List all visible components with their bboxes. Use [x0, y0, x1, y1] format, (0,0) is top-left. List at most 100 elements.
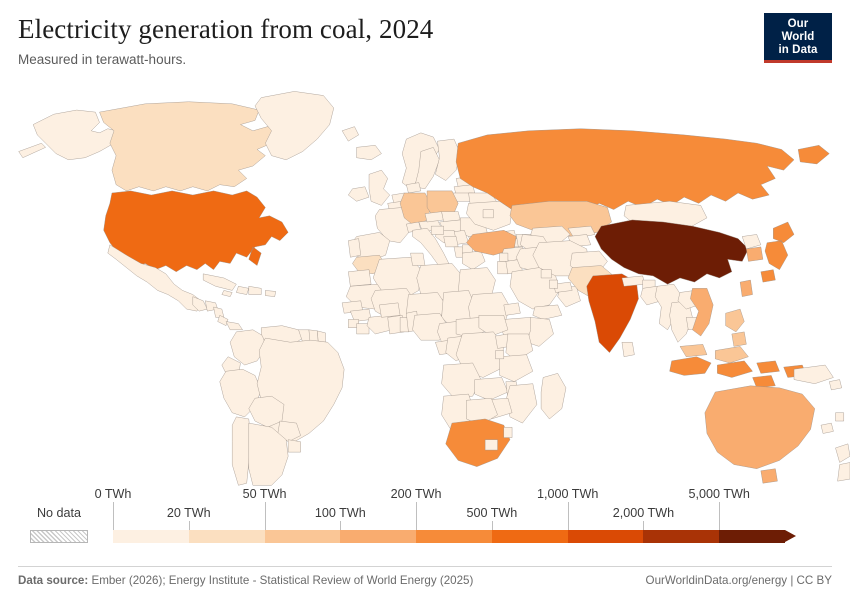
legend-tick-500 — [491, 521, 493, 530]
country-panama[interactable]: Panama — [225, 321, 243, 331]
country-bosnia-and-herzegovina[interactable]: Bosnia and Herzegovina — [443, 236, 459, 248]
country-finland[interactable]: Finland — [435, 138, 461, 181]
legend-label-0: 0 TWh — [94, 487, 132, 501]
chart-header: Electricity generation from coal, 2024 M… — [0, 0, 850, 68]
legend-bin-1000[interactable] — [567, 530, 644, 543]
country-zambia[interactable]: Zambia — [474, 377, 509, 401]
country-papua-new-guinea[interactable]: Papua New Guinea — [793, 364, 834, 384]
world-map-svg[interactable]: AlaskaCanadaGreenlandUnited StatesMexico… — [0, 68, 850, 488]
country-liberia[interactable]: Liberia — [356, 323, 370, 335]
legend-overflow-arrow — [785, 530, 796, 542]
country-united-kingdom[interactable]: United Kingdom — [368, 170, 390, 206]
country-jamaica[interactable]: Jamaica — [221, 290, 233, 297]
country-paraguay[interactable]: Paraguay — [277, 420, 301, 443]
country-united-arab-emirates[interactable]: United Arab Emirates — [553, 281, 573, 293]
country-malaysia[interactable]: Malaysia — [679, 344, 749, 364]
country-mexico[interactable]: Mexico — [107, 244, 202, 312]
country-japan[interactable]: Japan — [760, 221, 795, 283]
country-western-sahara[interactable]: Western Sahara — [348, 269, 372, 287]
country-moldova[interactable]: Moldova — [482, 209, 494, 219]
country-sweden[interactable]: Sweden — [414, 147, 440, 190]
country-greenland[interactable]: Greenland — [254, 91, 359, 161]
country-south-africa[interactable]: South Africa — [445, 418, 511, 467]
country-botswana[interactable]: Botswana — [466, 398, 498, 426]
legend-bin-20[interactable] — [188, 530, 265, 543]
country-nicaragua[interactable]: Nicaragua — [213, 306, 225, 318]
country-new-caledonia[interactable]: New Caledonia — [820, 422, 834, 434]
country-portugal[interactable]: Portugal — [348, 238, 361, 258]
country-kuwait[interactable]: Kuwait — [540, 269, 552, 279]
country-chile[interactable]: Chile — [231, 416, 252, 486]
country-china[interactable]: China — [594, 219, 749, 285]
attribution-link[interactable]: OurWorldinData.org/energy | CC BY — [645, 574, 832, 587]
country-madagascar[interactable]: Madagascar — [540, 373, 567, 420]
country-qatar[interactable]: Qatar — [549, 279, 558, 289]
country-argentina[interactable]: Argentina — [248, 422, 289, 486]
country-burkina-faso[interactable]: Burkina Faso — [379, 302, 401, 318]
legend-tick-1000 — [567, 502, 569, 530]
legend-bin-5000[interactable] — [719, 530, 785, 543]
country-north-korea[interactable]: North Korea — [741, 234, 762, 250]
country-guatemala[interactable]: Guatemala — [192, 296, 208, 312]
country-somalia[interactable]: Somalia — [526, 317, 554, 347]
legend-bin-500[interactable] — [491, 530, 568, 543]
data-source: Data source: Ember (2026); Energy Instit… — [18, 574, 473, 587]
legend-no-data-label: No data — [36, 506, 82, 520]
country-greece[interactable]: Greece — [462, 250, 486, 270]
country-layer: AlaskaCanadaGreenlandUnited StatesMexico… — [18, 91, 850, 486]
country-tanzania[interactable]: Tanzania — [499, 354, 534, 382]
country-sri-lanka[interactable]: Sri Lanka — [621, 342, 635, 358]
country-colombia[interactable]: Colombia — [229, 329, 266, 366]
legend-bin-50[interactable] — [264, 530, 341, 543]
legend-bin-200[interactable] — [416, 530, 492, 543]
country-denmark[interactable]: Denmark — [406, 182, 422, 194]
world-map[interactable]: AlaskaCanadaGreenlandUnited StatesMexico… — [0, 68, 850, 488]
country-french-guiana[interactable]: French Guiana — [316, 330, 326, 343]
country-taiwan[interactable]: Taiwan — [739, 279, 753, 297]
country-australia[interactable]: Australia — [704, 385, 815, 484]
country-czechia[interactable]: Czechia — [424, 211, 444, 223]
data-source-label: Data source: — [18, 574, 89, 587]
logo-line-2: in Data — [778, 43, 818, 56]
country-ireland[interactable]: Ireland — [348, 186, 370, 202]
country-lebanon[interactable]: Lebanon — [499, 252, 509, 262]
legend-bin-0[interactable] — [113, 530, 189, 543]
country-indonesia[interactable]: Indonesia — [669, 356, 807, 389]
country-new-zealand[interactable]: New Zealand — [835, 443, 850, 482]
country-suriname[interactable]: Suriname — [308, 329, 319, 342]
country-slovenia[interactable]: Slovenia — [431, 225, 444, 235]
country-uruguay[interactable]: Uruguay — [287, 439, 301, 453]
country-costa-rica[interactable]: Costa Rica — [217, 315, 229, 326]
legend-bin-2000[interactable] — [643, 530, 720, 543]
country-south-korea[interactable]: South Korea — [746, 246, 764, 262]
legend-no-data-swatch[interactable] — [30, 530, 88, 543]
country-tunisia[interactable]: Tunisia — [410, 252, 426, 266]
country-solomon-islands[interactable]: Solomon Islands — [829, 379, 842, 391]
country-eswatini[interactable]: Eswatini — [503, 427, 513, 438]
legend-color-bar[interactable] — [113, 530, 796, 543]
owid-logo[interactable]: Our World in Data — [764, 13, 832, 63]
country-eritrea[interactable]: Eritrea — [503, 302, 521, 316]
country-russia[interactable]: Russia — [455, 128, 830, 217]
country-myanmar[interactable]: Myanmar — [654, 284, 683, 331]
country-cuba[interactable]: Cuba — [202, 273, 237, 291]
country-angola[interactable]: Angola — [441, 362, 482, 399]
legend-bin-100[interactable] — [340, 530, 417, 543]
country-puerto-rico[interactable]: Puerto Rico — [265, 290, 276, 297]
data-source-text: Ember (2026); Energy Institute - Statist… — [91, 574, 474, 587]
country-iceland[interactable]: Iceland — [356, 145, 382, 161]
country-nepal[interactable]: Nepal — [621, 275, 645, 287]
country-bolivia[interactable]: Bolivia — [248, 395, 285, 428]
country-vietnam[interactable]: Vietnam — [690, 288, 714, 337]
country-south-sudan[interactable]: South Sudan — [478, 315, 509, 337]
country-rwanda[interactable]: Rwanda — [495, 350, 504, 360]
country-mozambique[interactable]: Mozambique — [505, 383, 538, 424]
country-lesotho[interactable]: Lesotho — [484, 439, 498, 451]
country-yemen[interactable]: Yemen — [532, 304, 563, 320]
country-kyrgyzstan[interactable]: Kyrgyzstan — [567, 225, 596, 239]
country-philippines[interactable]: Philippines — [725, 308, 747, 347]
country-canada[interactable]: Canada — [99, 101, 281, 192]
country-fiji[interactable]: Fiji — [835, 412, 844, 422]
country-haiti[interactable]: Haiti — [236, 286, 249, 295]
country-dominican-republic[interactable]: Dominican Republic — [248, 286, 262, 295]
